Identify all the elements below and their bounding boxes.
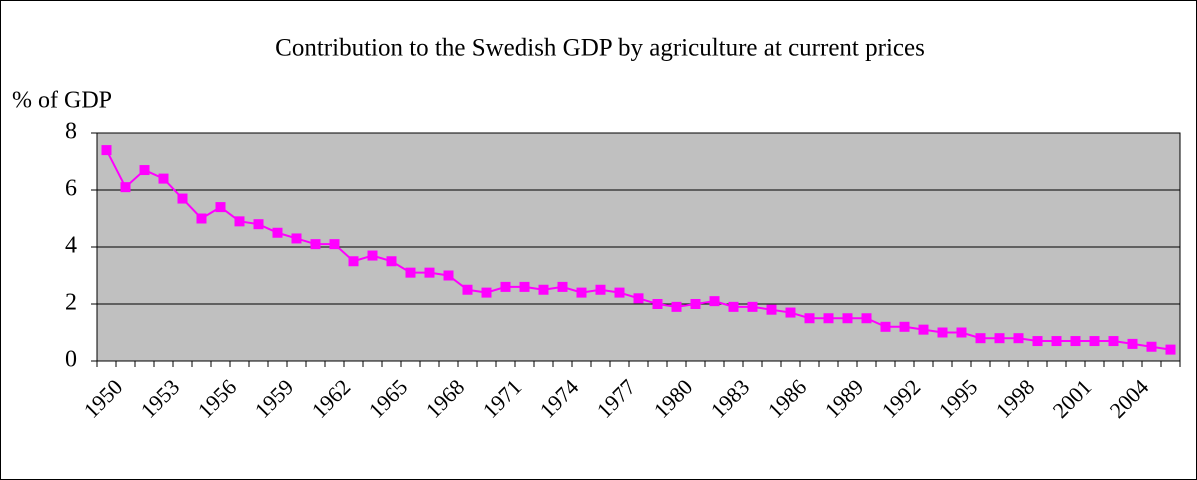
data-marker: [329, 239, 340, 250]
data-marker: [538, 284, 549, 295]
data-marker: [899, 321, 910, 332]
data-marker: [291, 233, 302, 244]
y-tick-label: 4: [65, 233, 77, 259]
data-marker: [1013, 333, 1024, 344]
data-marker: [709, 296, 720, 307]
data-marker: [766, 304, 777, 315]
data-marker: [158, 173, 169, 184]
data-marker: [234, 216, 245, 227]
data-marker: [652, 299, 663, 309]
data-marker: [272, 227, 283, 238]
data-marker: [253, 219, 264, 230]
data-marker: [386, 256, 397, 267]
data-marker: [975, 333, 986, 344]
data-marker: [690, 299, 701, 309]
data-marker: [785, 307, 796, 318]
data-marker: [956, 327, 967, 338]
data-marker: [120, 182, 131, 193]
chart-title: Contribution to the Swedish GDP by agric…: [275, 35, 925, 62]
y-tick-label: 8: [65, 119, 77, 145]
data-marker: [519, 281, 530, 292]
data-marker: [880, 321, 891, 332]
data-marker: [937, 327, 948, 338]
data-marker: [557, 281, 568, 292]
y-tick-label: 0: [65, 347, 77, 373]
data-marker: [994, 333, 1005, 344]
y-tick-label: 6: [65, 176, 77, 202]
data-marker: [1032, 336, 1043, 347]
data-marker: [405, 267, 416, 278]
data-marker: [481, 287, 492, 298]
data-marker: [310, 239, 321, 250]
data-marker: [139, 165, 150, 176]
data-marker: [747, 301, 758, 312]
data-marker: [842, 313, 853, 324]
data-marker: [101, 145, 112, 156]
data-marker: [861, 313, 872, 324]
data-marker: [1051, 336, 1062, 347]
data-marker: [1070, 336, 1081, 347]
data-marker: [1108, 336, 1119, 347]
data-marker: [595, 284, 606, 295]
data-marker: [823, 313, 834, 324]
data-marker: [177, 193, 188, 204]
data-marker: [1165, 344, 1176, 355]
data-marker: [1146, 341, 1157, 352]
data-marker: [348, 256, 359, 267]
data-marker: [500, 281, 511, 292]
data-marker: [1127, 338, 1138, 349]
data-marker: [462, 284, 473, 295]
data-marker: [728, 301, 739, 312]
data-marker: [918, 324, 929, 335]
data-marker: [1089, 336, 1100, 347]
data-marker: [367, 250, 378, 261]
data-marker: [671, 301, 682, 312]
y-tick-label: 2: [65, 290, 77, 316]
data-marker: [576, 287, 587, 298]
y-axis-label: % of GDP: [12, 88, 112, 114]
data-marker: [633, 293, 644, 304]
data-marker: [215, 202, 226, 213]
data-marker: [424, 267, 435, 278]
data-marker: [196, 213, 207, 224]
data-marker: [614, 287, 625, 298]
data-marker: [443, 270, 454, 281]
data-marker: [804, 313, 815, 324]
